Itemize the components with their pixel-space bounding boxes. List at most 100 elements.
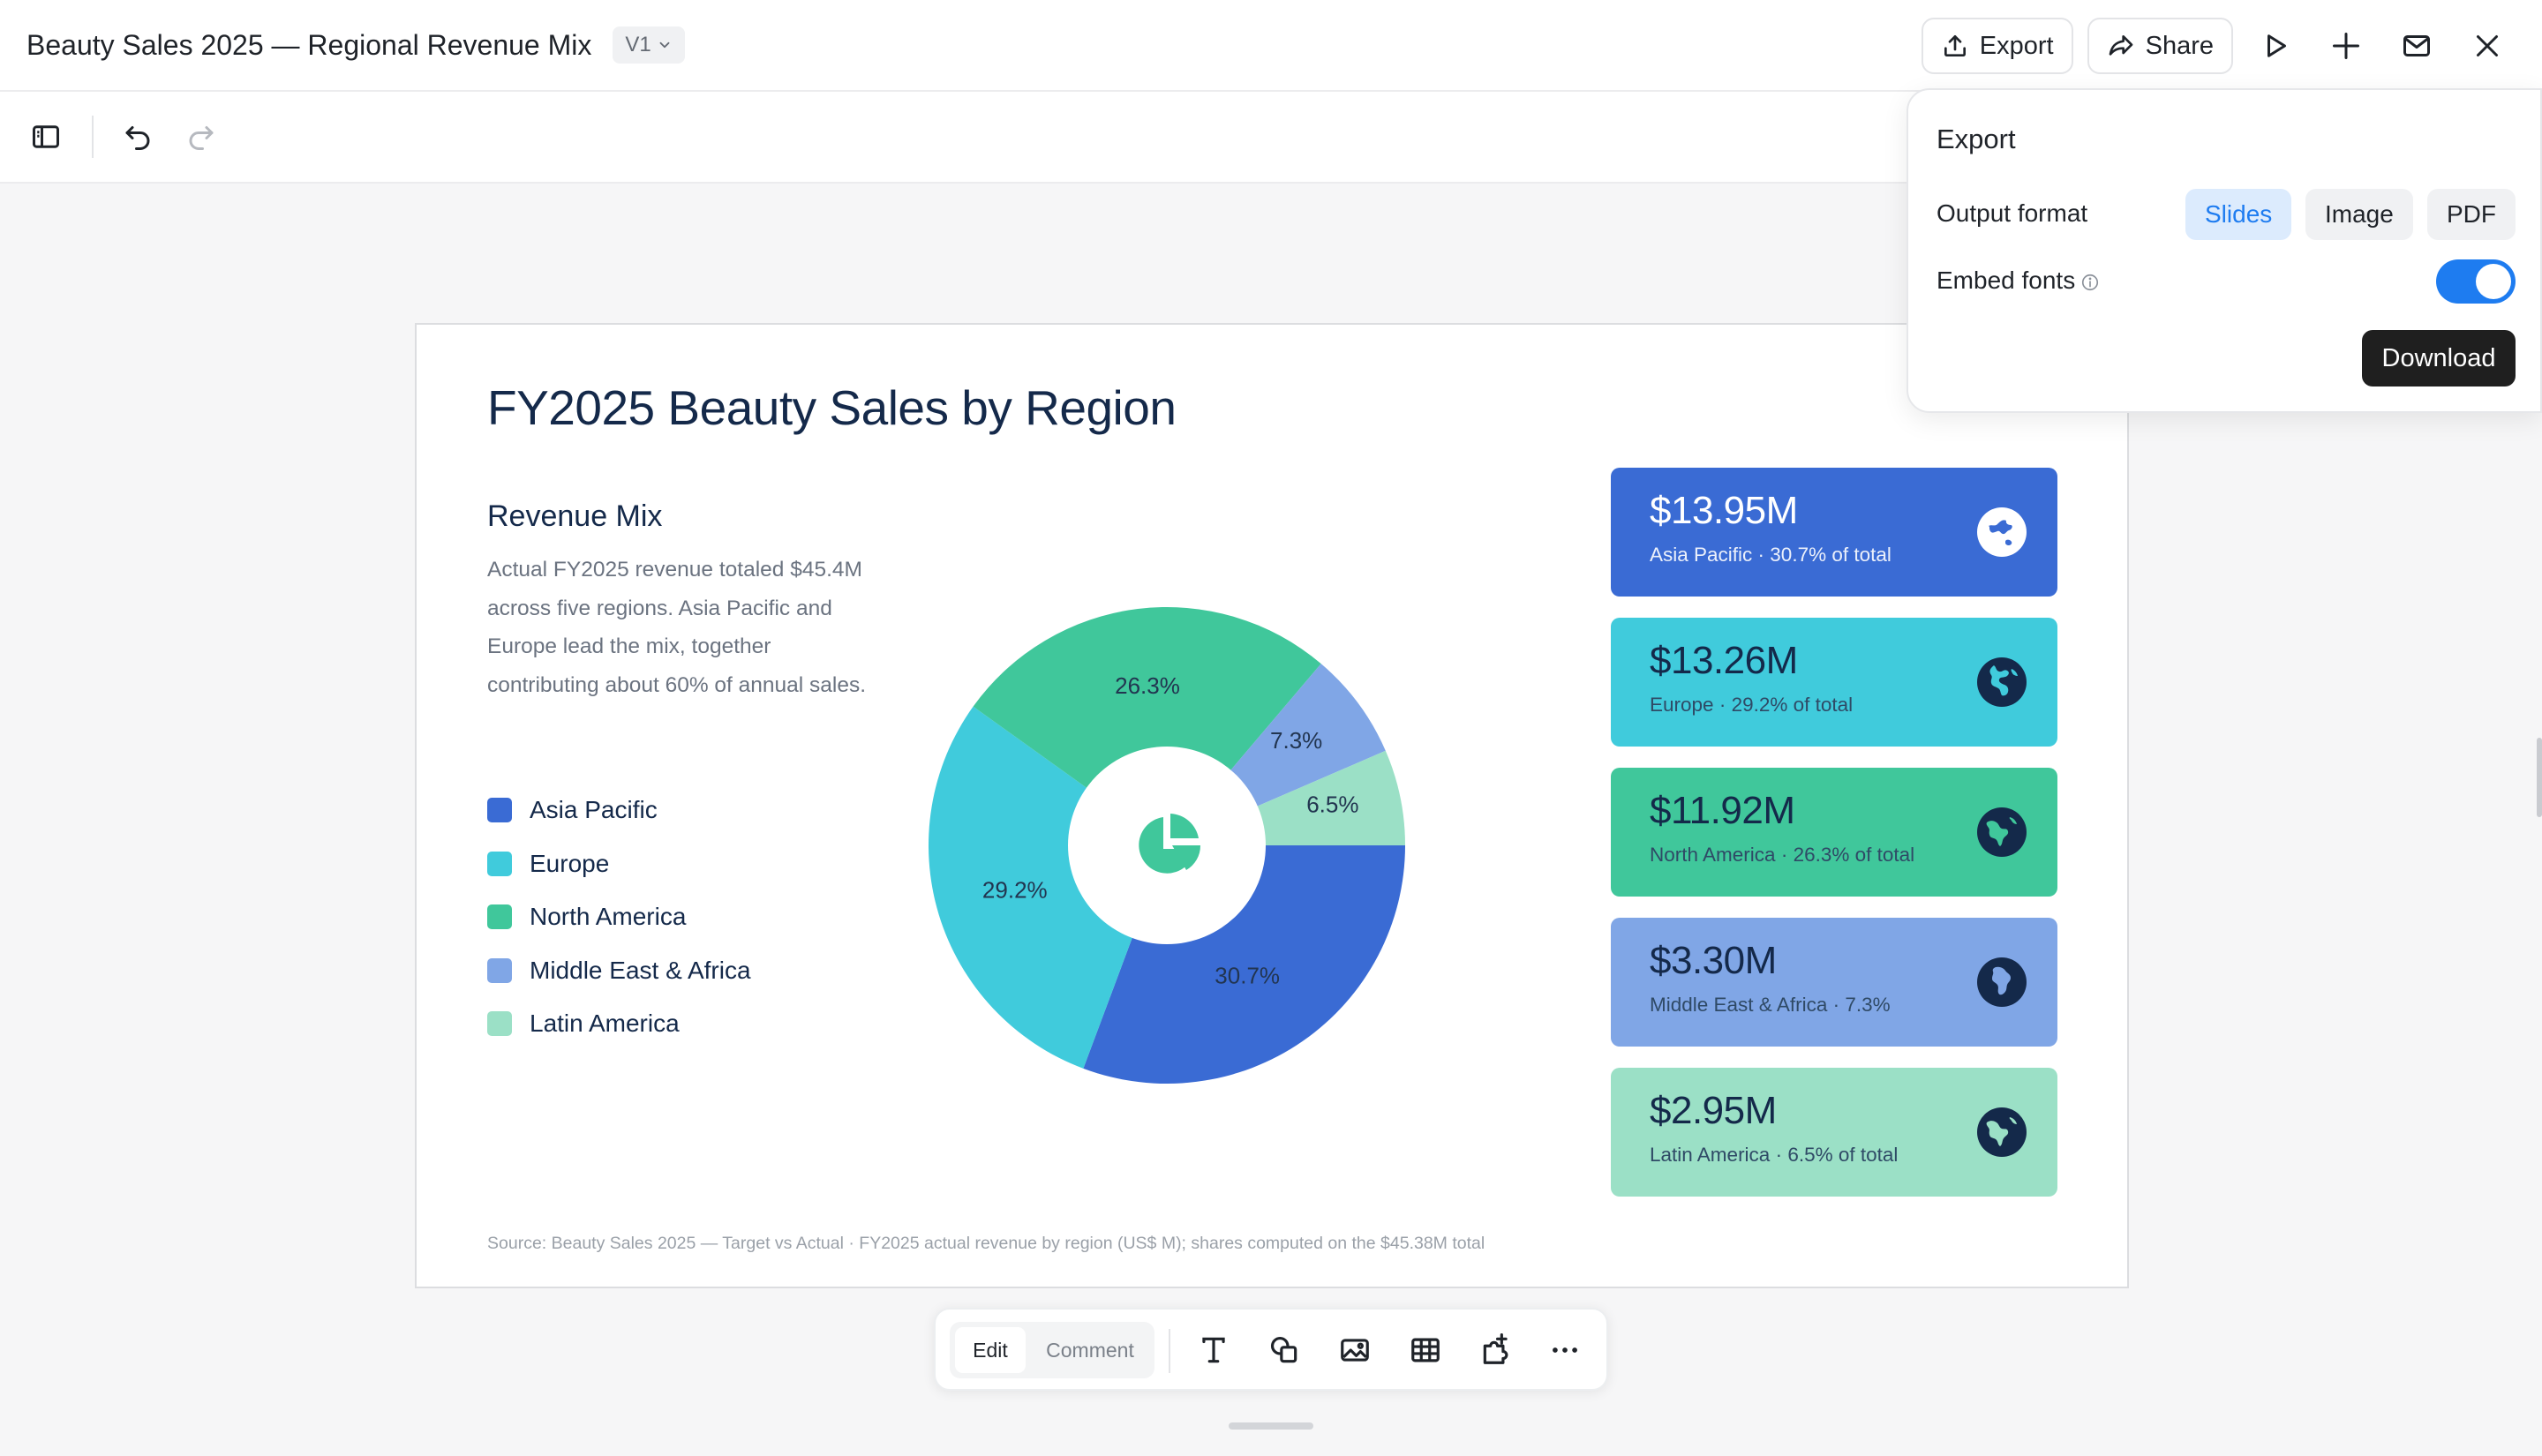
card-region: Middle East & Africa <box>1650 994 1828 1016</box>
info-icon[interactable] <box>2080 273 2100 292</box>
share-button[interactable]: Share <box>2087 18 2233 74</box>
top-header: Beauty Sales 2025 — Regional Revenue Mix… <box>0 0 2542 92</box>
globe-europe-icon <box>1977 657 2027 707</box>
region-card-asia-pacific[interactable]: $13.95M Asia Pacific · 30.7% of total <box>1611 468 2057 597</box>
card-share: 6.5% of total <box>1787 1144 1899 1166</box>
legend-swatch <box>487 904 512 930</box>
slide-canvas[interactable]: FY2025 Beauty Sales by Region Revenue Mi… <box>415 323 2129 1288</box>
embed-fonts-label: Embed fonts <box>1937 266 2076 294</box>
close-button[interactable] <box>2459 18 2516 74</box>
card-region: North America <box>1650 844 1776 866</box>
region-cards: $13.95M Asia Pacific · 30.7% of total $1… <box>1611 468 2057 1218</box>
undo-icon <box>125 126 150 150</box>
toolbar-divider <box>92 116 94 158</box>
legend-item: North America <box>487 890 751 944</box>
legend-item: Asia Pacific <box>487 784 751 837</box>
card-subtitle: Latin America · 6.5% of total <box>1650 1144 1899 1166</box>
card-region: Latin America <box>1650 1144 1771 1166</box>
region-card-latin-america[interactable]: $2.95M Latin America · 6.5% of total <box>1611 1068 2057 1197</box>
source-note[interactable]: Source: Beauty Sales 2025 — Target vs Ac… <box>487 1234 1485 1253</box>
format-option-pdf[interactable]: PDF <box>2427 189 2516 240</box>
pie-slice-north-america[interactable] <box>973 607 1321 845</box>
legend-swatch <box>487 851 512 876</box>
close-icon <box>2477 35 2498 56</box>
sidebar-icon <box>33 125 59 148</box>
legend-label: Middle East & Africa <box>530 956 751 984</box>
more-icon <box>1553 1347 1577 1353</box>
export-popover-title: Export <box>1937 124 2016 154</box>
card-share: 26.3% of total <box>1793 844 1915 866</box>
format-option-slides[interactable]: Slides <box>2185 189 2292 240</box>
share-button-label: Share <box>2145 31 2214 60</box>
redo-button[interactable] <box>182 117 221 156</box>
legend-swatch <box>487 798 512 823</box>
card-share: 30.7% of total <box>1770 544 1891 566</box>
comment-mode-button[interactable]: Comment <box>1046 1338 1134 1362</box>
edit-mode-button[interactable]: Edit <box>955 1327 1026 1373</box>
export-button[interactable]: Export <box>1921 18 2073 74</box>
mail-icon <box>2403 35 2430 56</box>
legend-item: Latin America <box>487 997 751 1051</box>
legend-swatch <box>487 1011 512 1037</box>
play-icon <box>2267 34 2286 57</box>
globe-americas-icon <box>1977 1107 2027 1157</box>
card-subtitle: North America · 26.3% of total <box>1650 844 1915 866</box>
shapes-tool-icon <box>1270 1336 1297 1363</box>
pie-data-label: 7.3% <box>1270 727 1322 754</box>
pie-slice-europe[interactable] <box>929 706 1167 1069</box>
undo-button[interactable] <box>118 117 157 156</box>
embed-fonts-toggle[interactable] <box>2436 259 2516 304</box>
document-title[interactable]: Beauty Sales 2025 — Regional Revenue Mix <box>26 28 592 61</box>
shapes-tool-button[interactable] <box>1264 1330 1305 1370</box>
pie-data-label: 26.3% <box>1115 672 1180 699</box>
revenue-donut-chart[interactable]: 30.7% 29.2% 26.3% 7.3% 6.5% <box>911 589 1423 1101</box>
export-button-label: Export <box>1979 31 2054 60</box>
legend-label: Europe <box>530 849 610 877</box>
pie-chart-icon <box>1139 814 1201 874</box>
revenue-mix-heading[interactable]: Revenue Mix <box>487 499 663 533</box>
mail-button[interactable] <box>2388 18 2445 74</box>
globe-asia-icon <box>1977 507 2027 557</box>
add-button[interactable] <box>2318 18 2374 74</box>
version-dropdown[interactable]: V1 <box>613 26 685 64</box>
card-subtitle: Middle East & Africa · 7.3% <box>1650 994 1891 1016</box>
output-format-label: Output format <box>1937 199 2088 227</box>
legend-item: Europe <box>487 837 751 891</box>
text-tool-button[interactable] <box>1193 1330 1234 1370</box>
more-options-button[interactable] <box>1545 1330 1585 1370</box>
format-option-image[interactable]: Image <box>2305 189 2413 240</box>
toggle-sidebar-button[interactable] <box>26 117 65 156</box>
slide-title[interactable]: FY2025 Beauty Sales by Region <box>487 380 1177 435</box>
version-label: V1 <box>625 33 651 56</box>
text-tool-icon <box>1202 1337 1225 1363</box>
download-button[interactable]: Download <box>2362 330 2516 387</box>
scrollbar[interactable] <box>2537 738 2542 817</box>
region-card-north-america[interactable]: $11.92M North America · 26.3% of total <box>1611 768 2057 897</box>
present-button[interactable] <box>2247 18 2304 74</box>
image-tool-button[interactable] <box>1335 1330 1375 1370</box>
toggle-knob <box>2476 264 2511 299</box>
card-region: Europe <box>1650 694 1714 716</box>
bottom-toolbar: Edit Comment <box>934 1308 1608 1391</box>
card-share: 7.3% <box>1845 994 1891 1016</box>
mode-switch: Edit Comment <box>950 1322 1154 1378</box>
region-card-middle-east-africa[interactable]: $3.30M Middle East & Africa · 7.3% <box>1611 918 2057 1047</box>
legend-label: Asia Pacific <box>530 796 658 824</box>
table-tool-button[interactable] <box>1405 1330 1446 1370</box>
revenue-mix-description[interactable]: Actual FY2025 revenue totaled $45.4M acr… <box>487 558 867 697</box>
chevron-down-icon <box>659 41 670 49</box>
card-share: 29.2% of total <box>1731 694 1854 716</box>
share-icon <box>2109 35 2132 56</box>
card-value: $3.30M <box>1650 939 1777 982</box>
pie-data-label: 29.2% <box>982 876 1048 903</box>
plugin-tool-button[interactable] <box>1476 1330 1516 1370</box>
resize-handle[interactable] <box>1229 1422 1313 1430</box>
region-card-europe[interactable]: $13.26M Europe · 29.2% of total <box>1611 618 2057 747</box>
export-popover: Export Output format Slides Image PDF Em… <box>1906 88 2542 413</box>
header-actions: Export Share <box>1921 18 2516 74</box>
legend-item: Middle East & Africa <box>487 944 751 998</box>
toolbar-divider <box>1169 1329 1170 1373</box>
legend-label: Latin America <box>530 1009 680 1038</box>
card-value: $13.26M <box>1650 639 1798 682</box>
card-value: $2.95M <box>1650 1089 1777 1132</box>
